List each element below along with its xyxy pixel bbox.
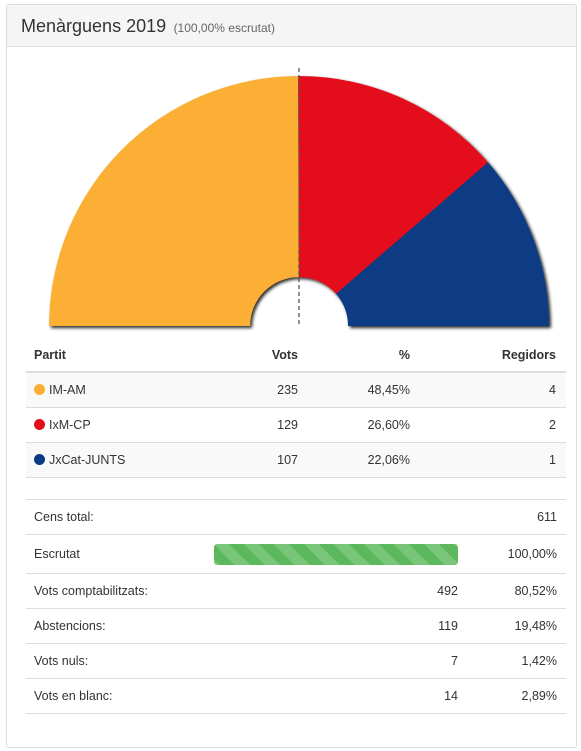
hemicycle-slice-ixm-cp[interactable] [298, 76, 488, 294]
party-percent: 48,45% [306, 372, 418, 408]
card-subtitle: (100,00% escrutat) [173, 21, 275, 35]
scrutiny-progress-fill [214, 543, 458, 565]
party-color-dot [34, 418, 45, 430]
party-percent: 22,06% [306, 442, 418, 478]
stats-row-null-votes: Vots nuls: 7 1,42% [26, 643, 566, 679]
party-name: IxM-CP [49, 417, 91, 432]
stats-table: Cens total: 611 Escrutat 100,00% Vots co… [26, 499, 566, 714]
card-header: Menàrguens 2019 (100,00% escrutat) [7, 5, 576, 47]
abstentions-value: 119 [206, 608, 466, 644]
header-percent[interactable]: % [306, 338, 418, 373]
party-votes: 129 [196, 407, 306, 443]
abstentions-percent: 19,48% [466, 608, 566, 644]
party-seats: 4 [418, 372, 566, 408]
party-percent: 26,60% [306, 407, 418, 443]
census-label: Cens total: [26, 499, 206, 535]
party-seats: 2 [418, 407, 566, 443]
header-votes[interactable]: Vots [196, 338, 306, 373]
party-row: JxCat-JUNTS 107 22,06% 1 [26, 442, 566, 478]
party-color-dot [34, 383, 45, 395]
party-color-dot [34, 453, 45, 465]
party-row: IxM-CP 129 26,60% 2 [26, 407, 566, 443]
results-header-row: Partit Vots % Regidors [26, 338, 566, 373]
stats-row-abstentions: Abstencions: 119 19,48% [26, 608, 566, 644]
scrutiny-value: 100,00% [466, 534, 566, 574]
party-name: JxCat-JUNTS [49, 452, 126, 467]
blank-votes-percent: 2,89% [466, 678, 566, 714]
scrutiny-label: Escrutat [26, 534, 206, 574]
party-seats: 1 [418, 442, 566, 478]
counted-label: Vots comptabilitzats: [26, 573, 206, 609]
stats-row-counted: Vots comptabilitzats: 492 80,52% [26, 573, 566, 609]
stats-row-blank-votes: Vots en blanc: 14 2,89% [26, 678, 566, 714]
counted-percent: 80,52% [466, 573, 566, 609]
results-table: Partit Vots % Regidors IM-AM 235 48,45% … [26, 338, 566, 478]
counted-value: 492 [206, 573, 466, 609]
null-votes-label: Vots nuls: [26, 643, 206, 679]
null-votes-value: 7 [206, 643, 466, 679]
blank-votes-label: Vots en blanc: [26, 678, 206, 714]
party-name: IM-AM [49, 382, 86, 397]
header-party[interactable]: Partit [26, 338, 196, 373]
abstentions-label: Abstencions: [26, 608, 206, 644]
hemicycle-slice-im-am[interactable] [49, 76, 299, 326]
header-seats[interactable]: Regidors [418, 338, 566, 373]
stats-row-scrutiny: Escrutat 100,00% [26, 534, 566, 574]
card-title: Menàrguens 2019 [21, 16, 167, 36]
hemicycle-slice-jxcat-junts[interactable] [336, 162, 549, 326]
blank-votes-value: 14 [206, 678, 466, 714]
stats-row-census: Cens total: 611 [26, 499, 566, 535]
party-votes: 107 [196, 442, 306, 478]
scrutiny-progress-bar [214, 543, 458, 565]
hemicycle-svg [49, 68, 549, 326]
party-row: IM-AM 235 48,45% 4 [26, 372, 566, 408]
hemicycle-chart [7, 63, 576, 333]
null-votes-percent: 1,42% [466, 643, 566, 679]
census-value: 611 [466, 499, 566, 535]
party-votes: 235 [196, 372, 306, 408]
results-card: Menàrguens 2019 (100,00% escrutat) Parti… [6, 4, 577, 748]
